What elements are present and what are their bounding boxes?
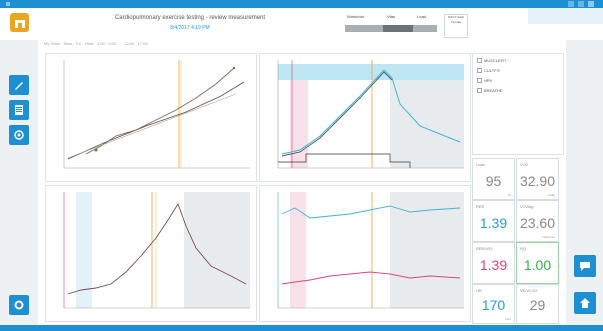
chat-button[interactable] <box>574 255 596 277</box>
chart-oxygen-pulse[interactable] <box>259 185 471 322</box>
home-logo-button[interactable] <box>10 13 29 32</box>
chart-vslope[interactable] <box>45 53 257 182</box>
record-info: 8/4/17 Adult Female <box>444 14 468 38</box>
right-toolbar <box>566 40 603 325</box>
breadcrumb[interactable]: My Tests · Tests · Ex... Rest · 3:00 · 5… <box>44 41 148 46</box>
tile-vo2kg: VO2/kg 23.60 ml/kg/min <box>516 200 559 242</box>
tile-label: RER(VE) <box>476 246 493 251</box>
tile-label: VO2/kg <box>520 204 534 209</box>
home-button[interactable] <box>574 292 596 314</box>
tile-label: RER <box>476 204 485 209</box>
meas-label-2: Load <box>417 14 426 19</box>
print-icon <box>14 130 24 140</box>
legend-panel: MUSCLEFIT CULTFIT HRV BREATHE <box>472 53 564 155</box>
tile-label: RQ <box>520 246 526 251</box>
tile-value: 1.39 <box>479 215 508 231</box>
meas-label-0: Work/min <box>347 14 364 19</box>
tile-vo2: VO2 32.90 ml/kg <box>516 158 559 200</box>
tile-unit: W <box>508 193 511 197</box>
status-bar <box>0 325 603 331</box>
chart-ventilation[interactable] <box>259 53 471 182</box>
settings-icon <box>14 300 24 310</box>
window-titlebar <box>0 0 603 8</box>
logo-icon <box>14 19 25 28</box>
left-toolbar <box>0 40 38 325</box>
tile-label: Load <box>476 162 485 167</box>
page-title: Cardiopulmonary exercise testing - revie… <box>114 15 266 21</box>
tile-unit: ml/kg <box>547 193 555 197</box>
maximize-icon[interactable] <box>578 1 584 7</box>
minimize-icon[interactable] <box>568 1 574 7</box>
tile-value: 1.39 <box>479 257 508 273</box>
tile-rer-ve: RER(VE) 1.39 <box>472 242 515 284</box>
close-icon[interactable] <box>588 1 594 7</box>
app-icon <box>6 2 10 6</box>
header <box>0 8 603 40</box>
tile-ve-vco2: VE/VCO2 29 <box>516 284 559 324</box>
tile-hr: HR 170 bpm <box>472 284 515 324</box>
tile-label: VO2 <box>520 162 529 167</box>
tile-value: 1.00 <box>523 257 552 273</box>
report-button[interactable] <box>9 100 29 120</box>
meas-label-1: Vfan <box>387 14 396 19</box>
measurement-selector[interactable]: Work/min Vfan Load <box>345 14 437 36</box>
tile-unit: bpm <box>505 317 511 321</box>
legend-item[interactable]: MUSCLEFIT <box>477 58 507 63</box>
chat-icon <box>580 262 590 271</box>
legend-item[interactable]: CULTFIT <box>477 68 500 73</box>
edit-button[interactable] <box>9 75 29 95</box>
tile-value: 95 <box>485 173 502 189</box>
tile-load: Load 95 W <box>472 158 515 200</box>
tile-label: VE/VCO2 <box>520 288 538 293</box>
tile-label: HR <box>476 288 482 293</box>
tile-value: 23.60 <box>519 215 556 231</box>
measurement-date: 8/4/2017 4:19 PM <box>170 25 210 31</box>
legend-item[interactable]: HRV <box>477 78 492 83</box>
chart-heart-rate[interactable] <box>45 185 257 322</box>
tile-value: 32.90 <box>519 173 556 189</box>
settings-button[interactable] <box>9 295 29 315</box>
tile-rq: RQ 1.00 <box>516 242 559 284</box>
tile-value: 170 <box>481 297 506 313</box>
print-button[interactable] <box>9 125 29 145</box>
edit-icon <box>15 82 23 90</box>
legend-item[interactable]: BREATHE <box>477 88 503 93</box>
tile-rer: RER 1.39 <box>472 200 515 242</box>
tile-value: 29 <box>529 297 546 313</box>
meas-active-segment[interactable] <box>383 25 413 32</box>
report-icon <box>15 105 23 115</box>
header-accent <box>528 8 603 24</box>
home-icon <box>580 298 590 308</box>
tile-unit: ml/kg/min <box>542 235 555 239</box>
